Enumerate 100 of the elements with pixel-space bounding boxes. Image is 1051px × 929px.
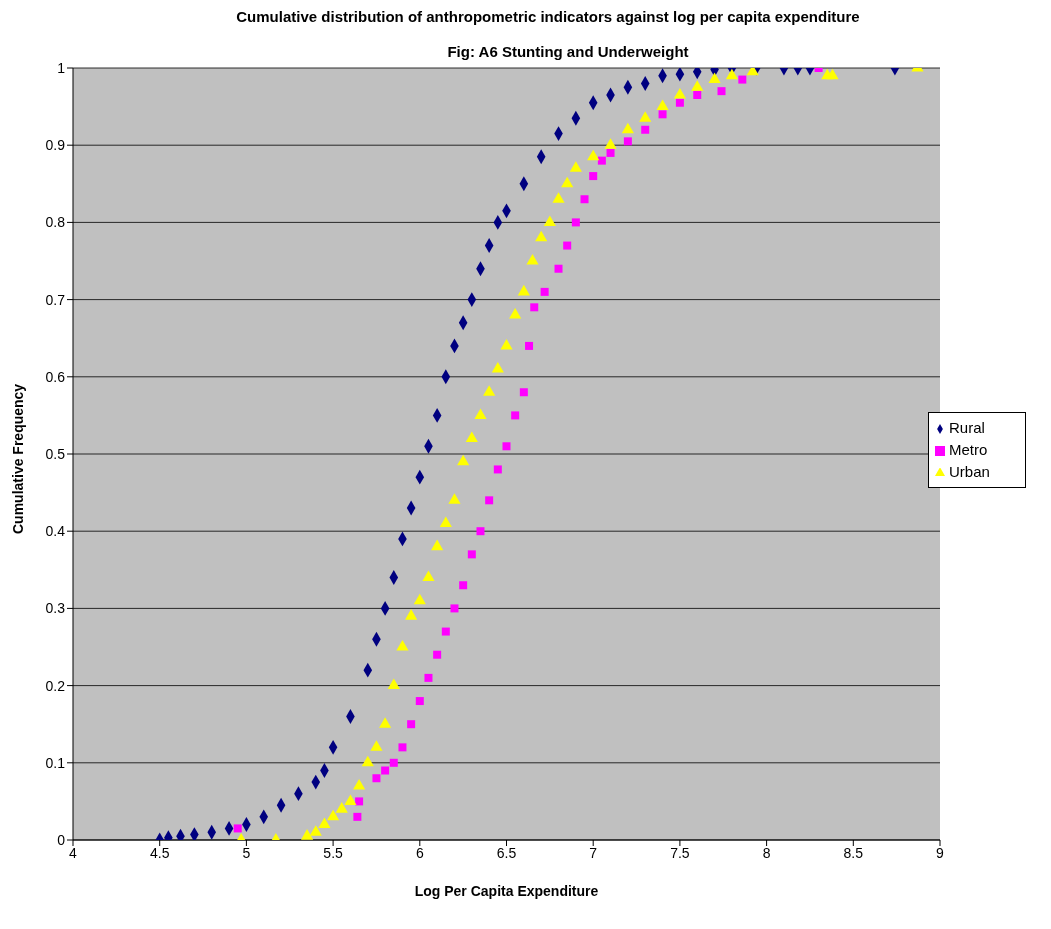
point — [525, 341, 534, 350]
point — [519, 388, 528, 397]
point — [413, 593, 426, 605]
point — [530, 303, 539, 312]
point — [431, 539, 444, 551]
point — [569, 161, 582, 172]
point — [405, 609, 418, 620]
point — [398, 743, 407, 752]
x-tick-label: 9 — [936, 844, 945, 861]
point — [361, 755, 374, 767]
point — [476, 527, 485, 536]
point — [372, 774, 381, 783]
x-axis-title: Log Per Capita Expenditure — [414, 883, 599, 899]
point — [467, 550, 476, 559]
x-tick-label: 7.5 — [670, 844, 690, 861]
point — [554, 264, 563, 273]
point — [641, 125, 650, 134]
point — [656, 99, 669, 111]
y-tick-label: 0.7 — [45, 291, 66, 308]
point — [826, 68, 839, 80]
point — [396, 639, 409, 651]
point — [621, 122, 634, 134]
x-tick-label: 5.5 — [323, 844, 344, 861]
chart-subtitle: Fig: A6 Stunting and Underweight — [446, 43, 690, 60]
point — [407, 720, 416, 729]
legend-label: Rural — [949, 419, 985, 436]
point — [491, 362, 504, 373]
point — [309, 825, 322, 836]
point — [511, 411, 520, 420]
point — [493, 465, 502, 474]
point — [318, 817, 331, 829]
point — [335, 802, 348, 813]
x-tick-label: 8.5 — [843, 844, 864, 861]
point — [301, 829, 314, 840]
point — [561, 176, 574, 188]
point — [422, 570, 435, 582]
point — [675, 68, 685, 82]
point — [448, 493, 461, 504]
point — [439, 516, 452, 527]
point — [379, 717, 392, 728]
point — [540, 287, 549, 296]
y-tick-label: 0.9 — [45, 137, 66, 154]
point — [606, 148, 615, 157]
legend-label: Urban — [949, 463, 990, 480]
point — [693, 91, 702, 100]
x-tick-label: 8 — [762, 844, 771, 861]
point — [465, 431, 478, 443]
point — [441, 627, 450, 636]
point — [604, 138, 617, 149]
point — [502, 442, 511, 451]
y-axis-title: Cumulative Frequency — [9, 383, 26, 534]
point — [509, 308, 522, 319]
y-tick-label: 0.8 — [45, 214, 66, 231]
point — [708, 72, 721, 84]
point — [658, 110, 667, 119]
point — [415, 697, 424, 706]
x-tick-label: 4.5 — [149, 844, 170, 861]
point — [725, 68, 738, 80]
legend-label: Metro — [949, 441, 988, 458]
point — [639, 111, 652, 122]
point — [457, 454, 470, 466]
point — [370, 740, 383, 751]
point — [344, 794, 357, 805]
y-tick-label: 0.6 — [45, 368, 66, 385]
point — [597, 156, 606, 165]
point — [381, 766, 390, 775]
point — [389, 758, 398, 767]
point — [526, 253, 539, 265]
point — [563, 241, 572, 250]
point — [552, 192, 565, 203]
point — [424, 673, 433, 682]
point — [500, 338, 513, 350]
point — [673, 88, 686, 99]
y-tick-label: 0.5 — [45, 445, 66, 462]
point — [535, 230, 548, 242]
point — [675, 98, 684, 107]
point — [580, 195, 589, 204]
chart-title: Cumulative distribution of anthropometric indicators against log per capita expenditure — [235, 8, 861, 25]
point — [571, 218, 580, 227]
y-tick-label: 0.2 — [45, 677, 66, 694]
y-tick-label: 0.4 — [45, 523, 66, 540]
point — [433, 650, 442, 659]
point — [691, 80, 704, 91]
point — [353, 812, 362, 821]
point — [387, 678, 400, 690]
point — [485, 496, 494, 505]
point — [717, 87, 726, 96]
point — [327, 809, 340, 821]
point — [353, 778, 366, 790]
x-tick-label: 7 — [589, 844, 598, 861]
point — [543, 215, 556, 226]
point — [738, 75, 747, 84]
point — [450, 604, 459, 613]
y-tick-label: 0.3 — [45, 600, 66, 617]
x-tick-label: 6 — [415, 844, 424, 861]
point — [517, 284, 530, 296]
point — [623, 137, 632, 146]
x-tick-label: 4 — [69, 844, 78, 861]
point — [474, 408, 487, 419]
x-tick-label: 5 — [242, 844, 251, 861]
